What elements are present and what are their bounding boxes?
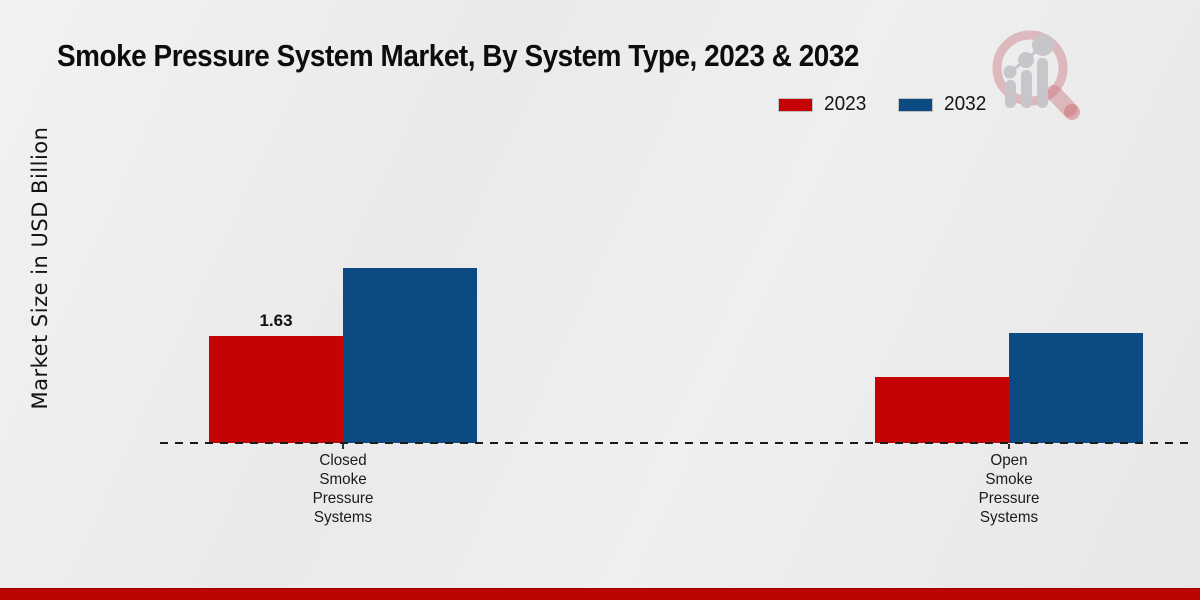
bar-2023-open <box>875 377 1009 443</box>
magnifier-handle-dot-icon <box>1064 104 1080 120</box>
bar-2023-closed <box>209 336 343 443</box>
bar-chart-icon <box>1037 58 1048 108</box>
legend-label-2023: 2023 <box>824 93 867 115</box>
brand-watermark-logo <box>992 30 1080 120</box>
bar-chart-icon <box>1005 80 1016 108</box>
legend-label-2032: 2032 <box>943 93 986 115</box>
legend-item-2023: 2023 <box>778 93 869 116</box>
bar-2032-closed <box>343 268 477 443</box>
chart-title: Smoke Pressure System Market, By System … <box>57 38 859 73</box>
x-axis-category-label: Closed Smoke Pressure Systems <box>312 452 374 526</box>
x-axis-tick <box>342 444 344 449</box>
trend-node-icon <box>1003 65 1017 79</box>
x-axis-tick <box>1008 444 1010 449</box>
trend-node-icon <box>1018 52 1034 68</box>
legend-swatch-2023 <box>778 97 813 112</box>
bar-2032-open <box>1009 333 1143 443</box>
bar-value-label: 1.63 <box>259 311 293 330</box>
x-axis-category-label: Open Smoke Pressure Systems <box>978 452 1040 526</box>
legend-swatch-2032 <box>897 97 933 112</box>
legend: 2023 2032 <box>778 93 988 116</box>
footer-accent-bar <box>0 588 1200 600</box>
x-axis-line <box>160 442 1188 444</box>
bar-chart-icon <box>1021 70 1032 108</box>
trend-node-icon <box>1032 34 1054 56</box>
legend-item-2032: 2032 <box>897 93 989 116</box>
